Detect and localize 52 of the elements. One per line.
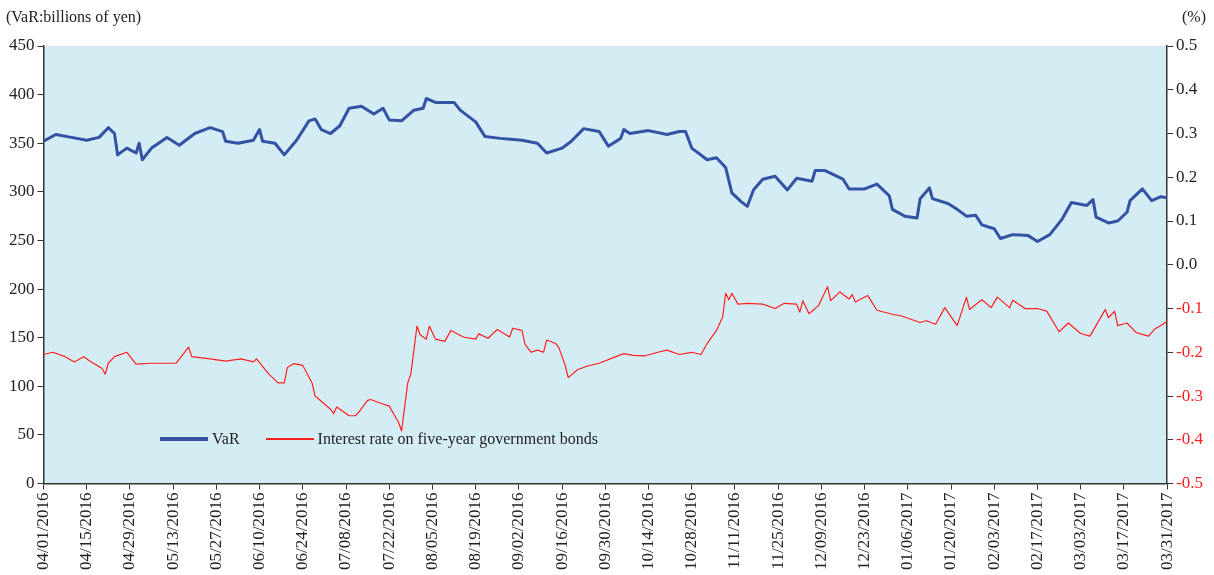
legend-label: VaR xyxy=(212,430,240,448)
y2-tick-label: -0.1 xyxy=(1176,298,1204,317)
x-tick-label: 01/20/2017 xyxy=(940,492,960,571)
legend-label: Interest rate on five-year government bonds xyxy=(317,430,598,448)
x-tick-label: 09/16/2016 xyxy=(551,492,571,571)
x-tick-label: 07/08/2016 xyxy=(335,492,355,571)
x-tick-label: 09/02/2016 xyxy=(508,492,528,571)
x-tick-label: 11/25/2016 xyxy=(767,492,787,570)
x-tick-label: 03/03/2017 xyxy=(1070,492,1090,571)
y2-axis-title: (%) xyxy=(1182,8,1206,27)
x-tick-label: 07/22/2016 xyxy=(378,492,398,571)
y2-tick-label: -0.3 xyxy=(1176,385,1204,405)
y-tick-label: 450 xyxy=(9,35,35,55)
x-tick-label: 03/17/2017 xyxy=(1113,492,1133,571)
x-tick-label: 06/24/2016 xyxy=(292,492,312,571)
x-tick-label: 04/15/2016 xyxy=(76,492,96,571)
x-tick-label: 03/31/2017 xyxy=(1156,492,1176,571)
y2-tick-label: 0.0 xyxy=(1176,254,1198,274)
x-tick-label: 01/06/2017 xyxy=(897,492,917,571)
y2-tick-label: 0.2 xyxy=(1176,166,1198,186)
x-tick-label: 04/29/2016 xyxy=(119,492,139,571)
y-tick-label: 250 xyxy=(9,229,35,249)
x-tick-label: 08/05/2016 xyxy=(421,492,441,571)
y2-tick-label: 0.1 xyxy=(1176,210,1198,230)
y-tick-label: 50 xyxy=(17,424,35,444)
y-tick-label: 100 xyxy=(9,375,35,395)
x-tick-label: 08/19/2016 xyxy=(465,492,485,571)
y2-tick-label: 0.5 xyxy=(1176,35,1198,55)
y-tick-label: 0 xyxy=(26,473,35,493)
x-tick-label: 06/10/2016 xyxy=(249,492,269,571)
x-tick-label: 02/03/2017 xyxy=(983,492,1003,571)
x-tick-label: 05/27/2016 xyxy=(205,492,225,571)
y-tick-label: 400 xyxy=(9,84,35,104)
x-tick-label: 10/28/2016 xyxy=(681,492,701,571)
y-tick-label: 150 xyxy=(9,327,35,347)
y2-tick-label: 0.3 xyxy=(1176,122,1198,142)
y2-tick-label: -0.2 xyxy=(1176,341,1204,361)
x-tick-label: 02/17/2017 xyxy=(1026,492,1046,571)
x-tick-label: 05/13/2016 xyxy=(162,492,182,571)
y-axis-title: (VaR:billions of yen) xyxy=(6,8,142,27)
y2-tick-label: -0.4 xyxy=(1176,429,1204,449)
y2-tick-label: 0.4 xyxy=(1176,79,1198,99)
x-tick-label: 11/11/2016 xyxy=(724,492,744,569)
x-tick-label: 09/30/2016 xyxy=(594,492,614,571)
x-tick-label: 10/14/2016 xyxy=(637,492,657,571)
y-tick-label: 350 xyxy=(9,132,35,152)
y2-tick-label: -0.5 xyxy=(1176,473,1204,493)
y-tick-label: 200 xyxy=(9,278,35,298)
x-tick-label: 12/23/2016 xyxy=(854,492,874,571)
x-tick-label: 12/09/2016 xyxy=(810,492,830,571)
y-tick-label: 300 xyxy=(9,181,35,201)
x-tick-label: 04/01/2016 xyxy=(32,492,52,571)
